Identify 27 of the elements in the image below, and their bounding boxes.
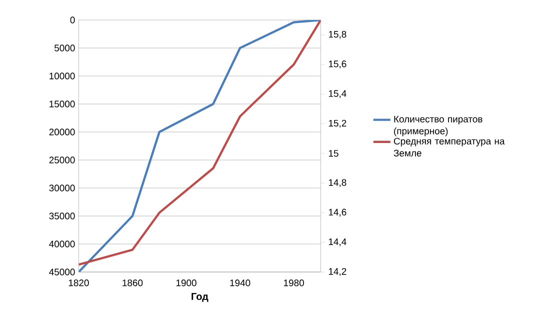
- y2-tick-label: 14,4: [328, 238, 346, 246]
- y-tick-label: 10000: [50, 72, 75, 80]
- y2-tick-label: 15,2: [328, 120, 346, 128]
- y-tick-label: 5000: [54, 44, 75, 52]
- y-tick-label: 35000: [49, 212, 75, 220]
- x-tick-label: 1860: [122, 280, 143, 286]
- y-tick-label: 15000: [50, 100, 75, 108]
- y2-tick-label: 15: [328, 150, 338, 157]
- y-tick-label: 30000: [49, 184, 75, 192]
- y2-tick-label: 14,2: [328, 268, 346, 276]
- x-tick-label: 1900: [176, 280, 196, 286]
- y2-tick-label: 14,6: [328, 208, 346, 217]
- legend-label: Количество пиратов (примерное): [394, 116, 482, 136]
- y-tick-label: 0: [70, 16, 75, 24]
- x-axis-title: Год: [192, 293, 208, 302]
- y-tick-label: 20000: [49, 128, 75, 136]
- x-tick-label: 1820: [68, 280, 89, 286]
- y-tick-label: 40000: [49, 240, 75, 248]
- y2-tick-label: 15,8: [328, 30, 346, 39]
- legend-label: Средняя температура на Земле: [394, 138, 505, 156]
- y-tick-label: 45000: [49, 268, 75, 276]
- y2-tick-label: 14,8: [328, 179, 346, 187]
- y-tick-label: 25000: [49, 156, 75, 164]
- x-tick-label: 1940: [230, 280, 250, 286]
- y2-tick-label: 15,6: [328, 60, 346, 68]
- y2-tick-label: 15,4: [328, 90, 346, 98]
- x-tick-label: 1980: [284, 280, 304, 286]
